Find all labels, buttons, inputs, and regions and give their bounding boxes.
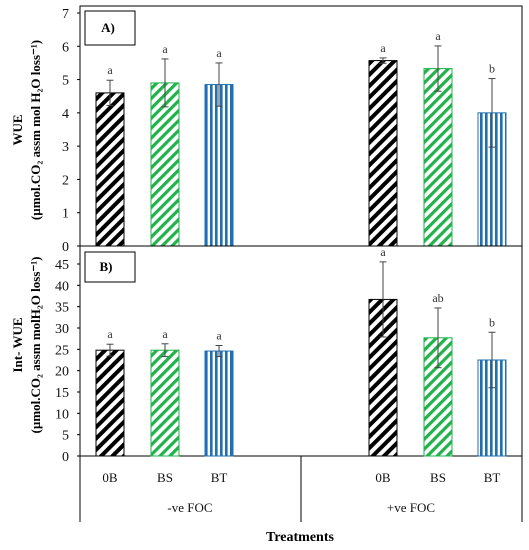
group-label-neg-foc: -ve FOC: [167, 500, 212, 515]
panel-a-y-tick-label: 7: [62, 7, 69, 22]
panel-b-y-tick-label: 45: [55, 258, 69, 273]
panel-a-y-tick-label: 0: [62, 240, 69, 255]
panel-a-significance-letter: a: [435, 29, 441, 43]
panel-a-significance-letter: b: [489, 62, 495, 76]
panel-a: A) 0 1 2 3 4 5 6 7 a a a a a b WUE (µmol.CO₂ assm mo…: [10, 5, 523, 255]
panel-b-y-tick-label: 15: [55, 386, 69, 401]
panel-a-error-bar: [488, 78, 496, 148]
panel-a-y-tick-label: 6: [62, 40, 69, 55]
panel-a-label-box: [84, 10, 136, 46]
panel-a-ylabel-line1: WUE: [10, 114, 25, 145]
panel-a-significance-letter: a: [107, 63, 113, 77]
category-label-bt: BT: [211, 470, 228, 485]
panel-b-y-tick-label: 25: [55, 343, 69, 358]
panel-a-bar-0b: [368, 60, 398, 247]
panel-b-y-tick-label: 30: [55, 322, 69, 337]
panel-b-significance-letter: a: [216, 328, 222, 342]
panel-a-y-axis: 0 1 2 3 4 5 6 7: [62, 7, 80, 255]
category-label-bt: BT: [484, 470, 501, 485]
panel-a-error-bar: [379, 57, 387, 64]
panel-a-label: A): [101, 20, 115, 35]
panel-b-bar-0b: [95, 349, 125, 457]
panel-a-error-bar: [161, 58, 169, 108]
category-label-0b: 0B: [375, 470, 391, 485]
panel-b-ylabel-line1: Int- WUE: [10, 317, 25, 372]
category-label-bs: BS: [157, 470, 173, 485]
panel-a-significance-letter: a: [380, 41, 386, 55]
panel-b: B) 0 5 10 15 20 25 30 35 40 45 a a a a ab b Int- WUE (…: [10, 245, 523, 465]
category-label-bs: BS: [430, 470, 446, 485]
panel-b-significance-letter: a: [162, 327, 168, 341]
panel-a-error-bar: [106, 79, 114, 107]
panel-b-frame: [79, 245, 523, 457]
panel-a-y-tick-label: 2: [62, 173, 69, 188]
panel-b-label-box: [84, 251, 136, 283]
panel-b-label: B): [100, 259, 113, 274]
panel-a-y-tick-label: 1: [62, 207, 69, 222]
panel-b-error-bar: [434, 307, 442, 369]
panel-b-significance-letter: b: [489, 315, 495, 329]
panel-a-error-bar: [434, 45, 442, 92]
panel-b-error-bar: [106, 343, 114, 357]
panel-b-significance-letter: a: [107, 327, 113, 341]
panel-a-significance-letter: a: [162, 42, 168, 56]
panel-b-error-bar: [488, 331, 496, 389]
panel-a-ylabel-line2: (µmol.CO₂ assm mol H₂O loss⁻¹): [28, 40, 43, 220]
panel-a-y-tick-label: 5: [62, 74, 69, 89]
panel-b-y-tick-label: 0: [62, 450, 69, 465]
panel-b-error-bar: [215, 344, 223, 358]
panel-b-significance-letter: a: [380, 245, 386, 259]
panel-b-bar-bs: [150, 349, 180, 457]
panel-b-ylabel-line2: (µmol.CO₂ assm molH₂O loss⁻¹): [28, 257, 43, 434]
panel-b-y-tick-label: 35: [55, 301, 69, 316]
panel-a-bar-bs: [150, 82, 180, 247]
panel-a-y-tick-label: 3: [62, 140, 69, 155]
panel-a-bar-bs: [423, 68, 453, 247]
category-labels: 0B BS BT 0B BS BT: [102, 470, 500, 485]
panel-a-y-tick-label: 4: [62, 107, 69, 122]
category-label-0b: 0B: [102, 470, 118, 485]
panel-a-bars: a a a a a b: [95, 29, 507, 247]
panel-b-bars: a a a a ab b: [95, 245, 507, 457]
panel-b-y-tick-label: 20: [55, 365, 69, 380]
panel-a-bar-bt: [204, 84, 234, 247]
panel-b-error-bar: [379, 261, 387, 338]
panel-a-bar-0b: [95, 92, 125, 247]
panel-a-error-bar: [215, 62, 223, 107]
panel-a-significance-letter: a: [216, 46, 222, 60]
x-axis-title: Treatments: [266, 530, 334, 545]
group-label-pos-foc: +ve FOC: [387, 500, 435, 515]
panel-b-y-tick-label: 40: [55, 279, 69, 294]
panel-b-y-axis: 0 5 10 15 20 25 30 35 40 45: [55, 258, 80, 465]
panel-b-bar-bt: [204, 350, 234, 457]
panel-b-significance-letter: ab: [432, 291, 443, 305]
panel-b-error-bar: [161, 343, 169, 358]
category-axis: 0B BS BT 0B BS BT -ve FOC +ve FOC Treatments: [79, 456, 523, 545]
panel-b-y-tick-label: 10: [55, 407, 69, 422]
panel-a-frame: [79, 5, 523, 247]
panel-b-y-tick-label: 5: [62, 429, 69, 444]
